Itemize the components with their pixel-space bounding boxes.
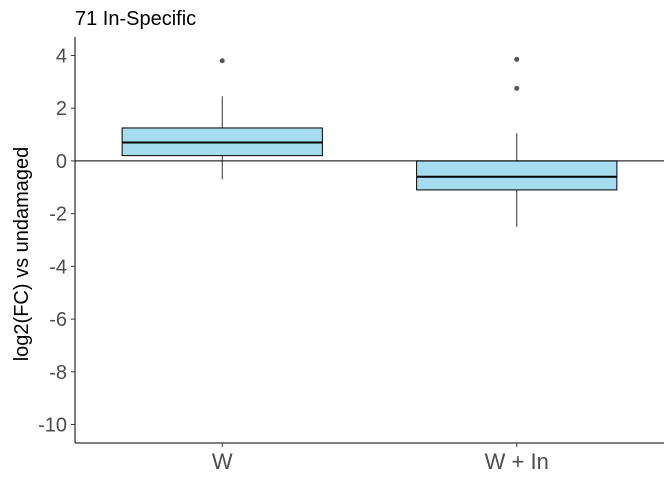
outlier-point [514, 85, 520, 91]
y-tick-label: -10 [38, 415, 67, 437]
outlier-point [514, 56, 520, 62]
box-1 [121, 58, 323, 180]
box-iqr [416, 160, 618, 191]
boxes [121, 56, 618, 227]
outlier-point [219, 58, 225, 64]
chart-title: 71 In-Specific [75, 8, 196, 30]
y-tick-label: 4 [56, 45, 67, 67]
x-tick-label: W + In [485, 449, 549, 474]
y-ticks: 4 2 0 -2 -4 -6 -8 -10 [38, 45, 75, 437]
box-2 [416, 56, 618, 227]
y-axis-label: log2(FC) vs undamaged [11, 147, 33, 362]
y-tick-label: -8 [49, 362, 67, 384]
y-tick-label: -6 [49, 309, 67, 331]
x-tick-label: W [212, 449, 233, 474]
x-ticks: W W + In [212, 443, 549, 474]
y-tick-label: -4 [49, 256, 67, 278]
y-tick-label: 0 [56, 151, 67, 173]
y-tick-label: 2 [56, 98, 67, 120]
y-tick-label: -2 [49, 204, 67, 226]
